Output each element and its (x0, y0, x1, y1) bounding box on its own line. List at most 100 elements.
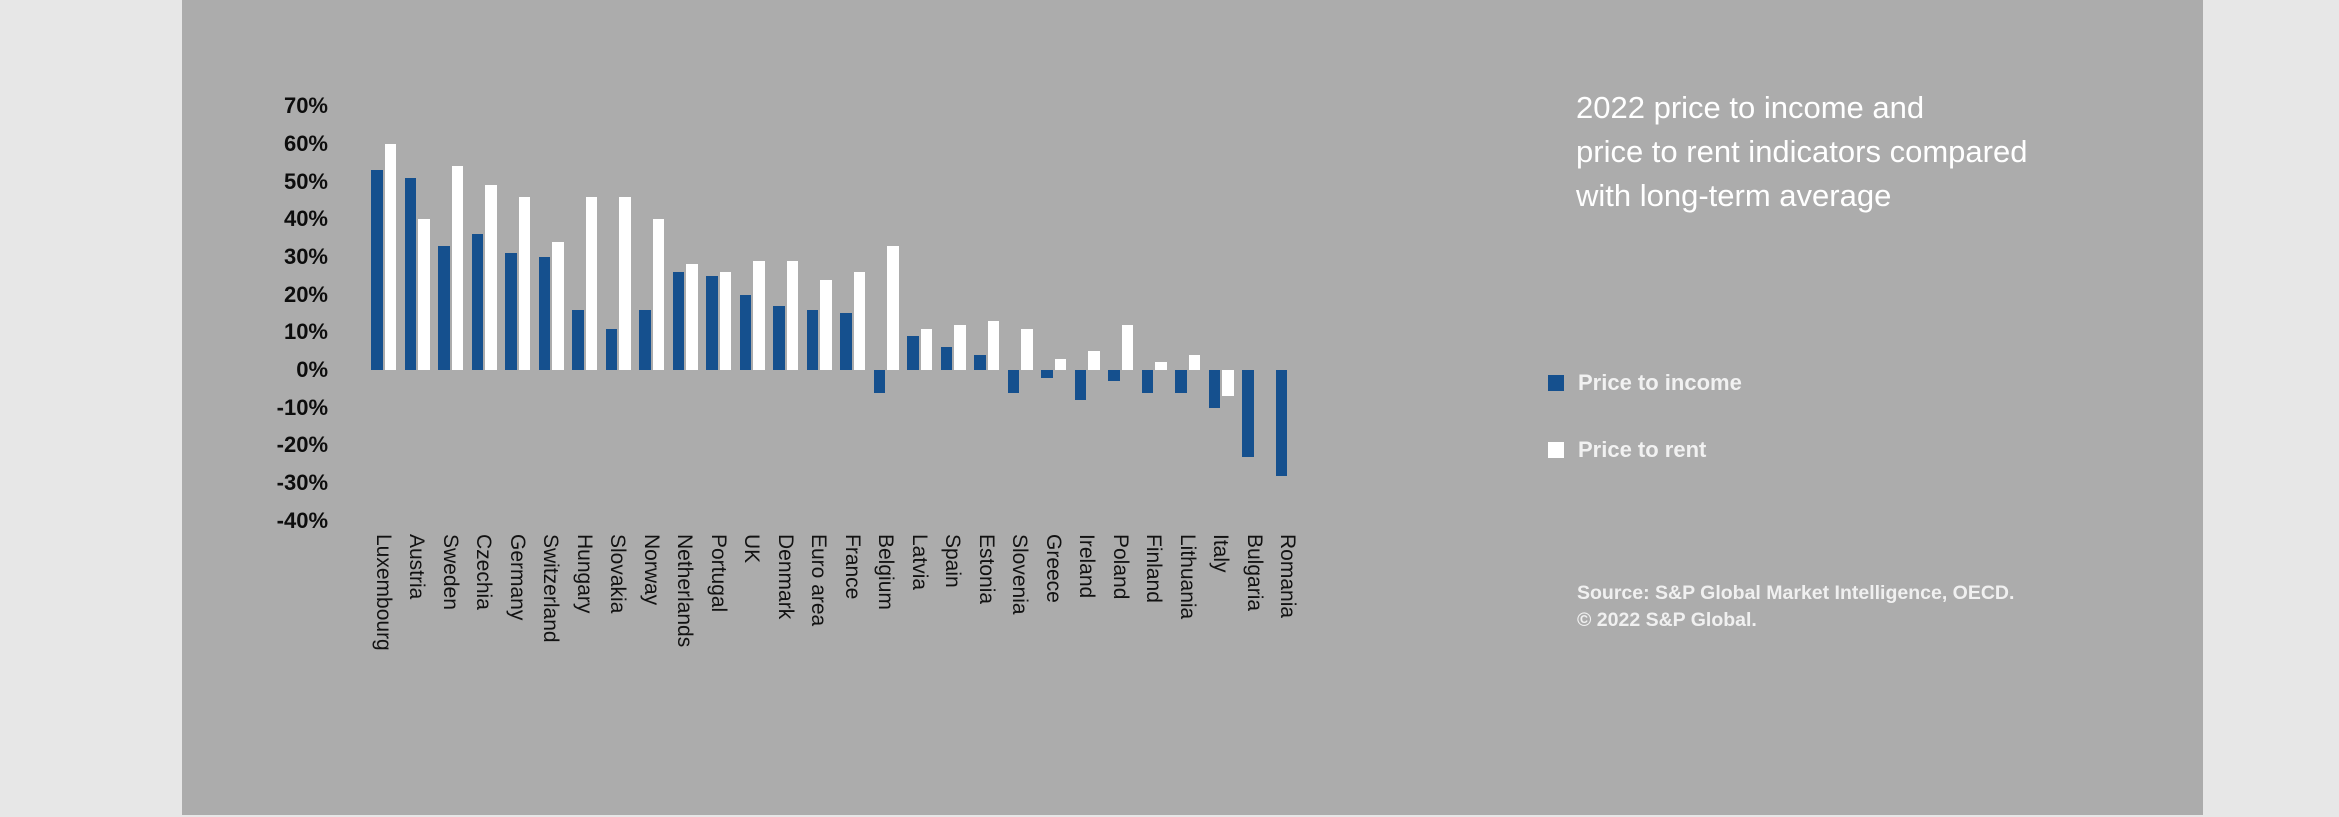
income-bar-sweden (438, 245, 450, 370)
legend-swatch-price-to-rent-icon (1548, 442, 1564, 458)
income-bar-netherlands (672, 271, 684, 370)
rent-bar-euro-area (820, 279, 832, 370)
y-axis-tick-label: 10% (283, 319, 328, 345)
y-axis-tick-label: -30% (276, 470, 328, 496)
income-bar-latvia (907, 336, 919, 370)
rent-bar-latvia (920, 328, 932, 370)
y-axis-tick-label: 40% (283, 206, 328, 232)
x-axis-label-finland: Finland (1142, 534, 1166, 603)
legend-label-price-to-rent: Price to rent (1578, 437, 1707, 462)
x-axis-label-germany: Germany (505, 534, 529, 621)
rent-bar-france (853, 271, 865, 370)
income-bar-italy (1208, 370, 1220, 408)
chart-title-line-2: price to rent indicators compared (1576, 134, 2028, 169)
rent-bar-slovenia (1021, 328, 1033, 370)
chart-panel (182, 0, 2203, 815)
income-bar-germany (505, 253, 517, 370)
rent-bar-norway (652, 219, 664, 370)
x-axis-label-portugal: Portugal (706, 534, 730, 613)
rent-bar-hungary (585, 196, 597, 370)
income-bar-hungary (572, 309, 584, 370)
rent-bar-czechia (485, 185, 497, 370)
rent-bar-luxembourg (384, 143, 396, 370)
x-axis-label-greece: Greece (1041, 534, 1065, 603)
x-axis-label-bulgaria: Bulgaria (1242, 534, 1266, 612)
rent-bar-netherlands (686, 264, 698, 370)
income-bar-greece (1041, 370, 1053, 378)
income-bar-austria (404, 177, 416, 370)
x-axis-label-czechia: Czechia (472, 534, 496, 610)
x-axis-label-latvia: Latvia (907, 534, 931, 591)
x-axis-label-denmark: Denmark (773, 534, 797, 620)
x-axis-label-romania: Romania (1276, 534, 1300, 619)
income-bar-czechia (471, 234, 483, 370)
legend-swatch-price-to-income-icon (1548, 375, 1564, 391)
x-axis-label-spain: Spain (941, 534, 965, 588)
income-bar-luxembourg (371, 170, 383, 370)
y-axis-tick-label: 30% (283, 243, 328, 269)
x-axis-label-slovenia: Slovenia (1008, 534, 1032, 615)
legend-label-price-to-income: Price to income (1578, 370, 1742, 395)
rent-bar-austria (418, 219, 430, 370)
x-axis-label-uk: UK (740, 534, 764, 564)
y-axis-tick-label: 50% (283, 168, 328, 194)
x-axis-label-estonia: Estonia (974, 534, 998, 605)
rent-bar-finland (1155, 362, 1167, 370)
income-bar-bulgaria (1242, 370, 1254, 457)
y-axis-tick-label: -10% (276, 394, 328, 420)
copyright-text: © 2022 S&P Global. (1577, 609, 1757, 631)
x-axis-label-lithuania: Lithuania (1175, 534, 1199, 620)
income-bar-norway (639, 309, 651, 370)
rent-bar-poland (1121, 324, 1133, 370)
x-axis-label-switzerland: Switzerland (539, 534, 563, 643)
y-axis-tick-label: -20% (276, 432, 328, 458)
y-axis-tick-label: 0% (296, 357, 328, 382)
rent-bar-greece (1054, 358, 1066, 370)
x-axis-label-poland: Poland (1108, 534, 1132, 600)
x-axis-label-norway: Norway (639, 534, 663, 606)
rent-bar-italy (1222, 370, 1234, 397)
x-axis-label-netherlands: Netherlands (673, 534, 697, 648)
income-bar-france (840, 313, 852, 370)
y-axis-tick-label: 70% (283, 93, 328, 119)
x-axis-label-belgium: Belgium (874, 534, 898, 610)
income-bar-ireland (1074, 370, 1086, 401)
income-bar-romania (1275, 370, 1287, 476)
x-axis-label-italy: Italy (1209, 534, 1233, 573)
x-axis-label-france: France (840, 534, 864, 600)
rent-bar-estonia (987, 320, 999, 370)
chart-title: 2022 price to income and price to rent i… (1576, 86, 2027, 218)
chart-title-line-3: with long-term average (1576, 178, 1892, 213)
rent-bar-sweden (451, 166, 463, 370)
legend-item-price-to-income: Price to income (1548, 370, 1742, 396)
rent-bar-slovakia (619, 196, 631, 370)
rent-bar-germany (518, 196, 530, 370)
legend-item-price-to-rent: Price to rent (1548, 437, 1706, 463)
x-axis-label-luxembourg: Luxembourg (371, 534, 395, 651)
income-bar-portugal (706, 275, 718, 370)
income-bar-estonia (974, 354, 986, 370)
income-bar-lithuania (1175, 370, 1187, 393)
rent-bar-belgium (887, 245, 899, 370)
rent-bar-switzerland (552, 241, 564, 370)
income-bar-switzerland (538, 256, 550, 370)
income-bar-uk (739, 294, 751, 370)
income-bar-spain (940, 347, 952, 370)
rent-bar-uk (753, 260, 765, 370)
x-axis-label-euro-area: Euro area (807, 534, 831, 627)
chart-title-line-1: 2022 price to income and (1576, 90, 1925, 125)
income-bar-denmark (773, 305, 785, 370)
x-axis-label-ireland: Ireland (1075, 534, 1099, 599)
income-bar-slovakia (605, 328, 617, 370)
x-axis-label-hungary: Hungary (572, 534, 596, 614)
x-axis-label-slovakia: Slovakia (606, 534, 630, 614)
source-text: Source: S&P Global Market Intelligence, … (1577, 582, 2015, 604)
y-axis-tick-label: 20% (283, 281, 328, 307)
rent-bar-denmark (786, 260, 798, 370)
source-note: Source: S&P Global Market Intelligence, … (1577, 580, 2014, 634)
income-bar-finland (1141, 370, 1153, 393)
income-bar-slovenia (1007, 370, 1019, 393)
rent-bar-ireland (1088, 351, 1100, 370)
